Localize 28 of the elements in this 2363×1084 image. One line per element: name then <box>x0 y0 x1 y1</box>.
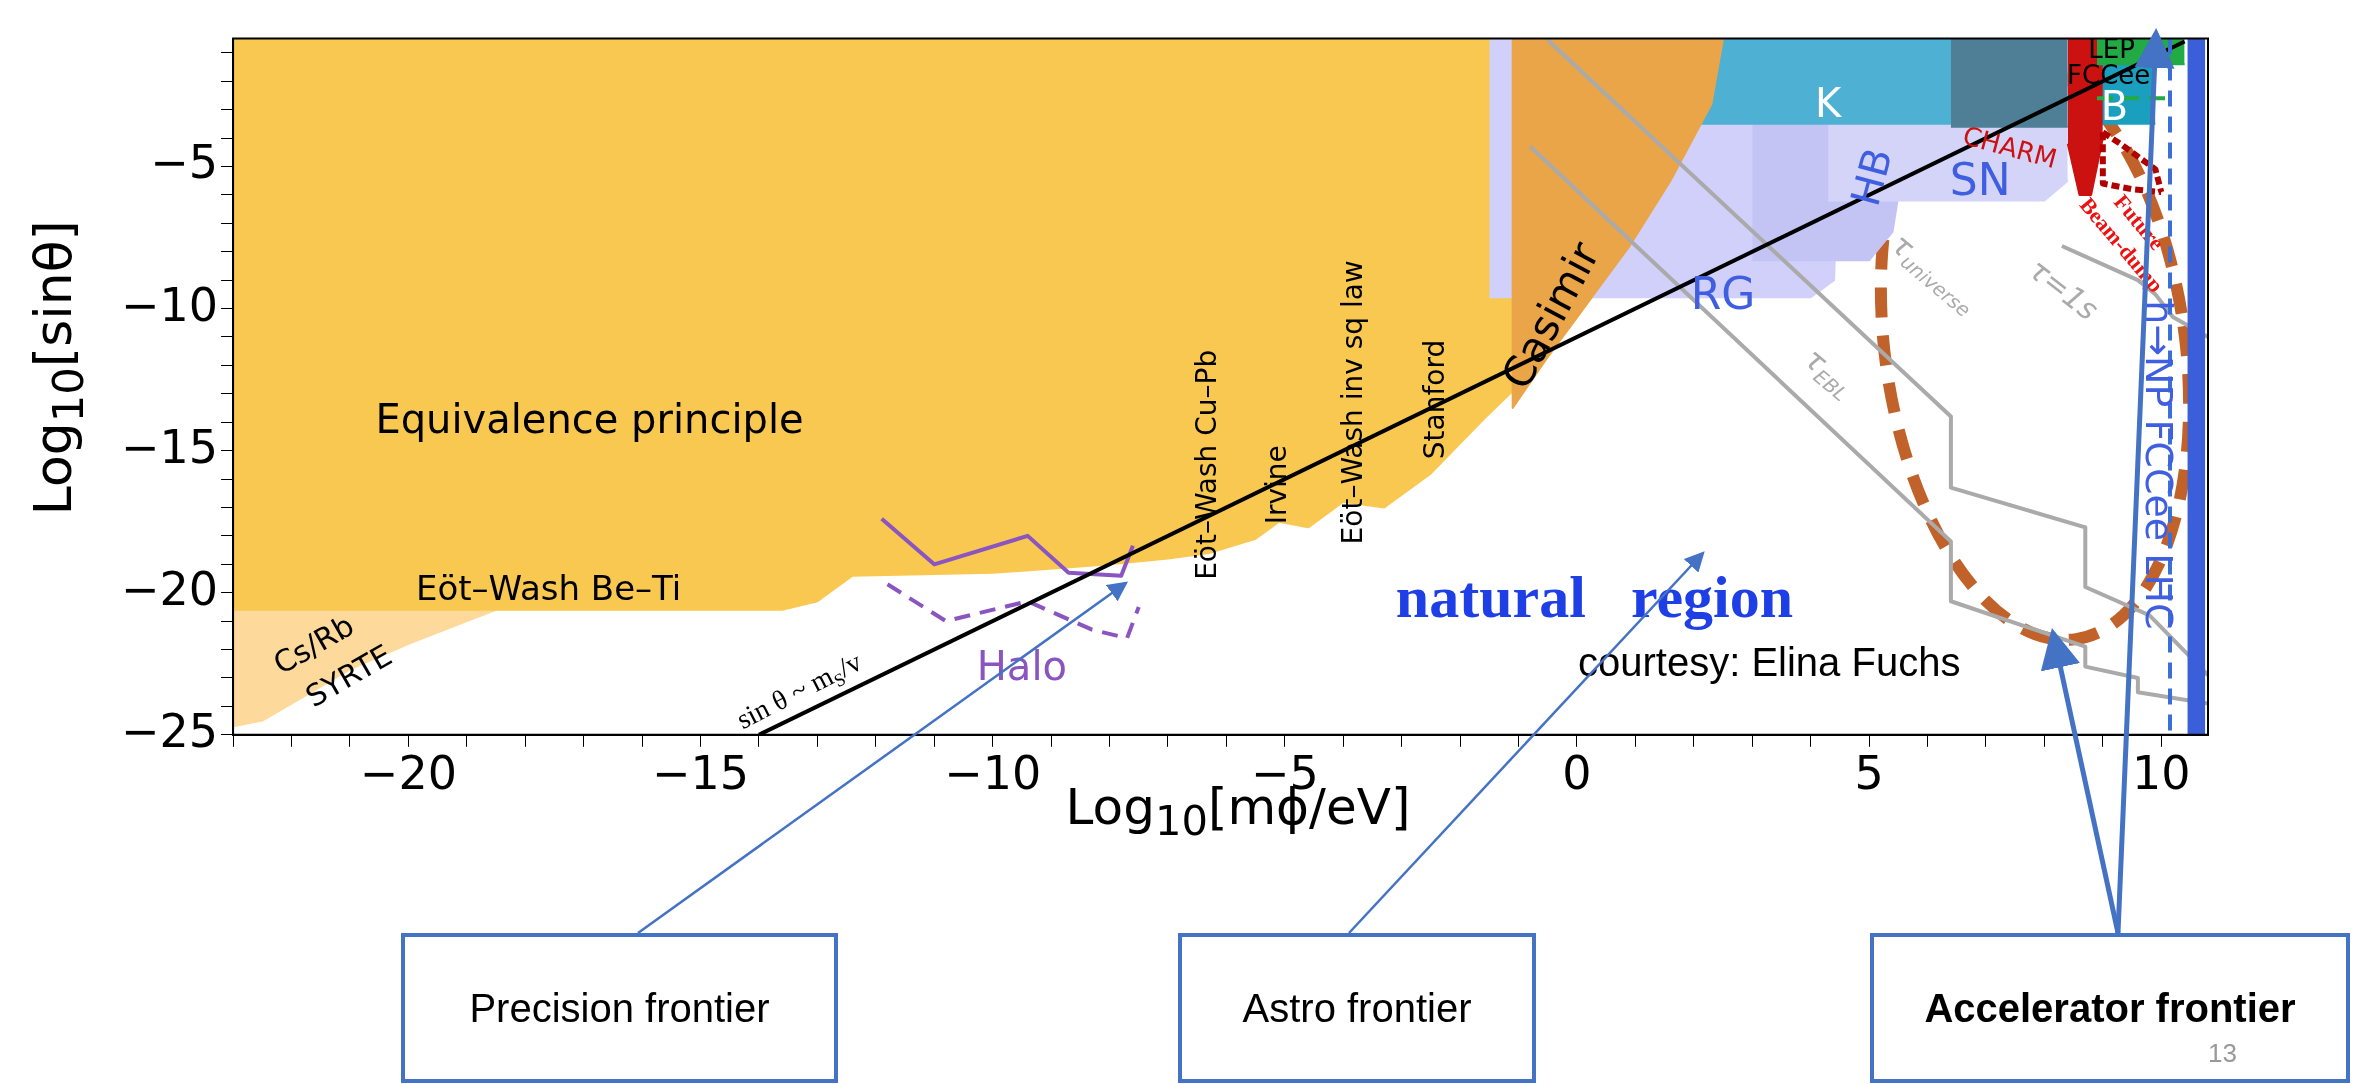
y-tick-label: −10 <box>121 277 219 332</box>
annotation: K <box>1815 80 1844 127</box>
annotation: B <box>2100 83 2129 130</box>
text: Precision frontier <box>401 933 838 1083</box>
x-tick-label: −15 <box>651 746 750 801</box>
text: 13 <box>2208 1038 2237 1069</box>
x-tick-label: 0 <box>1562 746 1592 801</box>
text: Astro frontier <box>1178 933 1536 1083</box>
x-tick-label: −20 <box>359 746 457 801</box>
y-tick-label: −20 <box>121 561 219 616</box>
annotation: Eöt–Wash Be–Ti <box>415 568 682 609</box>
annotation: Eöt–Wash Cu–Pb <box>1190 349 1224 580</box>
y-tick-label: −15 <box>121 419 219 474</box>
text: Accelerator frontier <box>1924 985 2296 1030</box>
annotation: h→NP FCCee LHC <box>2136 300 2181 630</box>
annotation: sin θ ~ mS/v <box>731 645 867 735</box>
annotation: HB <box>1841 143 1902 211</box>
x-tick-label: 10 <box>2131 746 2191 801</box>
annotation: Irvine <box>1260 445 1294 525</box>
x-tick-label: 5 <box>1854 746 1884 801</box>
y-tick-label: −5 <box>150 135 219 190</box>
annotation: τEBL <box>1797 340 1852 407</box>
x-tick-label: −10 <box>944 746 1042 801</box>
y-tick-label: −25 <box>121 703 219 758</box>
annotation: Stanford <box>1418 339 1452 460</box>
annotation: Equivalence principle <box>375 395 804 442</box>
annotation: RG <box>1690 267 1756 319</box>
annotation: Eöt–Wash inv sq law <box>1336 260 1370 545</box>
